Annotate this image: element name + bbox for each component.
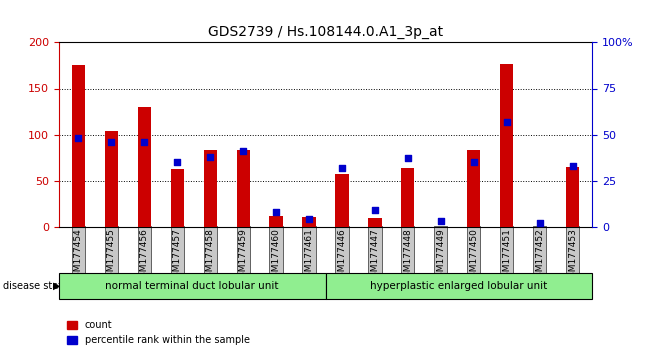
Point [436, 218, 446, 224]
Bar [500, 64, 514, 227]
Point [172, 159, 182, 165]
Bar [105, 131, 118, 227]
Bar [401, 168, 415, 227]
Point [568, 163, 578, 169]
Bar [171, 170, 184, 227]
Bar [270, 216, 283, 227]
Point [238, 148, 248, 154]
Bar [236, 150, 250, 227]
Point [139, 139, 150, 145]
Point [106, 139, 117, 145]
Point [370, 207, 380, 213]
Bar [204, 150, 217, 227]
Bar [368, 218, 381, 227]
Bar [137, 107, 151, 227]
Point [501, 119, 512, 125]
Bar [303, 217, 316, 227]
Text: hyperplastic enlarged lobular unit: hyperplastic enlarged lobular unit [370, 281, 547, 291]
Text: disease state: disease state [3, 281, 68, 291]
Bar [72, 65, 85, 227]
Point [73, 135, 83, 141]
Legend: count, percentile rank within the sample: count, percentile rank within the sample [63, 316, 254, 349]
Bar [566, 167, 579, 227]
Point [403, 156, 413, 161]
Title: GDS2739 / Hs.108144.0.A1_3p_at: GDS2739 / Hs.108144.0.A1_3p_at [208, 25, 443, 39]
Point [337, 165, 347, 171]
Point [469, 159, 479, 165]
Bar [335, 174, 348, 227]
Text: ▶: ▶ [53, 281, 61, 291]
Text: normal terminal duct lobular unit: normal terminal duct lobular unit [105, 281, 279, 291]
Point [205, 154, 215, 159]
Point [534, 220, 545, 226]
Bar [467, 150, 480, 227]
Point [271, 209, 281, 215]
Point [304, 216, 314, 222]
